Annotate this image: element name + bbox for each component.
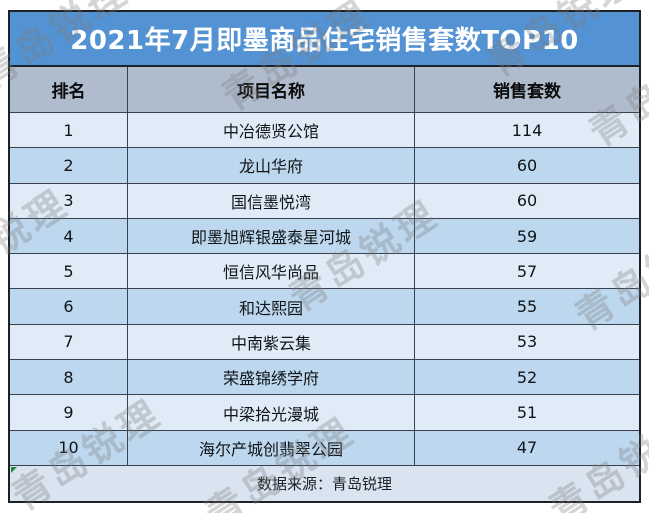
rank-cell: 10 — [58, 438, 79, 458]
rank-cell: 3 — [63, 191, 74, 211]
data-source-note: 数据来源：青岛锐理 — [256, 474, 392, 493]
units-cell: 114 — [511, 120, 543, 140]
project-name-cell: 和达熙园 — [127, 289, 415, 324]
table-row: 4 即墨旭辉银盛泰星河城 59 — [10, 218, 639, 255]
cell-error-indicator — [11, 466, 17, 473]
table-row: 5 恒信风华尚品 57 — [10, 254, 639, 290]
units-cell: 51 — [516, 403, 538, 423]
rank-cell: 1 — [63, 120, 74, 140]
data-source-row: 数据来源：青岛锐理 — [10, 465, 639, 501]
rank-cell: 6 — [63, 297, 74, 317]
units-cell: 53 — [516, 332, 538, 352]
project-name-cell: 龙山华府 — [127, 148, 415, 183]
rank-cell: 7 — [63, 332, 74, 352]
table-row: 7 中南紫云集 53 — [10, 324, 639, 361]
project-name-cell: 中梁拾光漫城 — [127, 395, 415, 430]
page-title: 2021年7月即墨商品住宅销售套数TOP10 — [70, 26, 579, 56]
column-header-units: 销售套数 — [493, 82, 561, 102]
project-name-cell: 国信墨悦湾 — [127, 183, 415, 218]
rank-cell: 9 — [63, 403, 74, 423]
project-name-cell: 荣盛锦绣学府 — [127, 360, 415, 395]
title-bar: 2021年7月即墨商品住宅销售套数TOP10 — [10, 12, 639, 67]
project-name-cell: 中南紫云集 — [127, 324, 415, 360]
project-name-cell: 海尔产城创翡翠公园 — [127, 430, 415, 465]
units-cell: 60 — [516, 155, 538, 175]
rank-cell: 5 — [63, 261, 74, 281]
units-cell: 55 — [516, 297, 538, 317]
table-row: 10 海尔产城创翡翠公园 47 — [10, 430, 639, 466]
table-row: 6 和达熙园 55 — [10, 289, 639, 325]
project-name-cell: 中冶德贤公馆 — [127, 113, 415, 148]
rank-cell: 4 — [63, 226, 74, 246]
column-header-rank: 排名 — [51, 82, 86, 102]
units-cell: 52 — [516, 367, 538, 387]
project-name-cell: 即墨旭辉银盛泰星河城 — [127, 218, 415, 254]
rank-cell: 2 — [63, 155, 74, 175]
units-cell: 47 — [516, 438, 538, 458]
units-cell: 60 — [516, 191, 538, 211]
units-cell: 59 — [516, 226, 538, 246]
table-header-row: 排名 项目名称 销售套数 — [10, 67, 639, 113]
project-name-cell: 恒信风华尚品 — [127, 254, 415, 289]
table-row: 9 中梁拾光漫城 51 — [10, 395, 639, 431]
table-row: 2 龙山华府 60 — [10, 148, 639, 184]
column-header-project-name: 项目名称 — [127, 67, 415, 112]
table-row: 3 国信墨悦湾 60 — [10, 183, 639, 219]
report-table: 2021年7月即墨商品住宅销售套数TOP10 排名 项目名称 销售套数 1 中冶… — [8, 10, 641, 503]
table-row: 8 荣盛锦绣学府 52 — [10, 360, 639, 396]
rank-cell: 8 — [63, 367, 74, 387]
units-cell: 57 — [516, 261, 538, 281]
table-row: 1 中冶德贤公馆 114 — [10, 113, 639, 149]
